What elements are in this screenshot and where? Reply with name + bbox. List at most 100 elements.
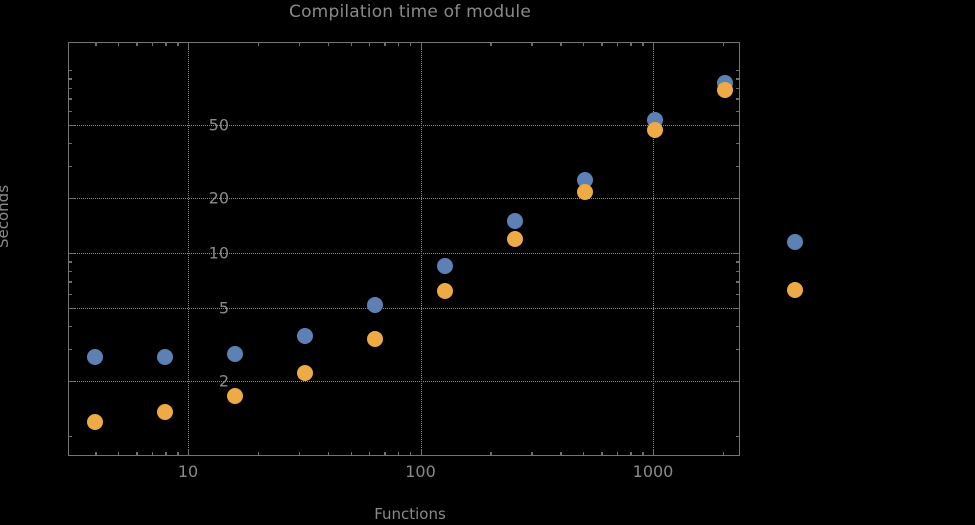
axis-tick [616,42,619,46]
data-point [437,257,454,274]
axis-tick [384,452,386,456]
axis-tick [68,261,72,263]
axis-tick [68,293,72,295]
axis-tick [560,42,562,46]
axis-tick [177,42,179,46]
axis-tick [68,348,72,351]
axis-tick [177,452,179,456]
gridline-vertical [188,42,189,456]
axis-tick [68,78,72,80]
axis-tick [409,42,412,46]
axis-tick [68,98,72,100]
axis-tick [630,42,632,46]
axis-tick [733,197,740,200]
axis-tick [409,452,412,456]
gridline-vertical [653,42,654,456]
axis-tick [165,42,167,46]
data-point [577,184,594,201]
axis-tick [397,42,400,46]
axis-tick [68,165,72,168]
gridline-horizontal [68,197,740,199]
axis-tick [420,42,422,49]
axis-tick [642,452,644,456]
gridline-horizontal [68,125,740,127]
gridline-horizontal [68,380,740,382]
axis-tick [531,42,533,46]
data-point [787,233,804,250]
axis-tick [490,42,492,46]
axis-tick [736,87,740,90]
axis-tick [722,452,725,456]
data-point [157,404,174,421]
gridline-vertical [420,42,422,456]
y-tick-label: 2 [218,371,229,391]
axis-tick [136,452,138,456]
plot-area [68,42,740,456]
axis-tick [368,452,371,456]
axis-tick [136,42,138,46]
axis-tick [68,142,72,145]
axis-tick [736,98,740,100]
y-axis-title: Seconds [0,184,12,248]
axis-tick [722,42,725,46]
axis-tick [368,42,371,46]
axis-tick [68,253,75,255]
axis-tick [68,308,75,310]
axis-tick [298,42,301,46]
y-tick-label: 50 [208,115,229,135]
axis-tick [736,293,740,295]
axis-tick [95,42,97,46]
data-point [227,346,244,363]
axis-tick [583,42,585,46]
axis-tick [490,452,492,456]
axis-tick [188,42,190,49]
axis-tick [560,452,562,456]
axis-tick [257,452,260,456]
axis-tick [397,452,400,456]
x-axis-title: Functions [374,505,446,523]
x-tick-label: 100 [405,462,436,481]
axis-tick [327,452,330,456]
axis-tick [736,325,740,328]
axis-tick [298,452,301,456]
data-point [297,365,314,382]
data-point [297,328,314,345]
chart-title: Compilation time of module [289,2,531,22]
axis-tick [68,125,75,127]
axis-tick [736,78,740,80]
x-tick-label: 10 [177,462,199,481]
data-point [87,413,104,430]
axis-tick [601,452,603,456]
axis-tick [733,380,740,383]
axis-tick [601,42,603,46]
data-point [507,212,524,229]
axis-tick [350,42,352,46]
axis-tick [188,449,190,456]
axis-tick [68,380,75,383]
axis-tick [350,452,352,456]
data-point [507,230,524,247]
axis-tick [736,436,740,438]
axis-tick [736,165,740,168]
axis-tick [68,325,72,328]
axis-tick [118,42,120,46]
axis-tick [257,42,260,46]
gridline-horizontal [68,253,740,254]
data-point [717,81,734,98]
axis-tick [733,253,740,255]
axis-tick [733,308,740,310]
axis-tick [736,142,740,145]
data-point [787,281,804,298]
axis-tick [68,436,72,438]
y-tick-label: 10 [208,243,229,263]
data-point [367,330,384,347]
axis-tick [736,270,740,273]
axis-tick [583,452,585,456]
axis-tick [630,452,632,456]
axis-tick [151,452,154,456]
axis-tick [384,42,386,46]
axis-tick [642,42,644,46]
axis-tick [95,452,97,456]
axis-tick [68,270,72,273]
